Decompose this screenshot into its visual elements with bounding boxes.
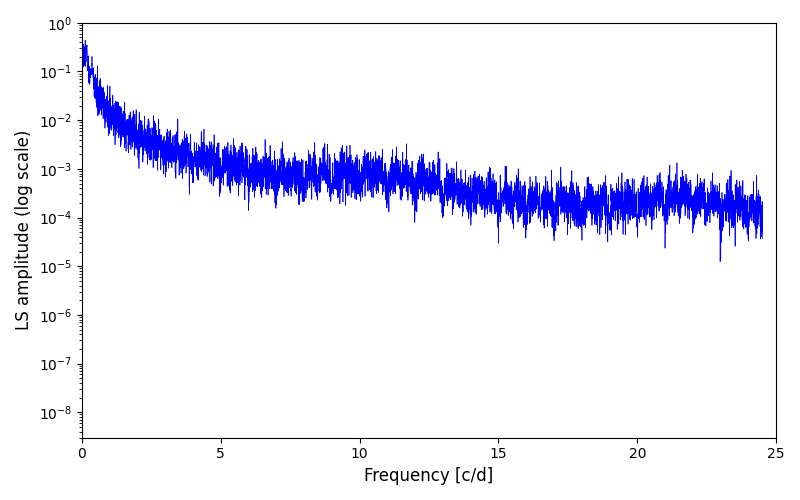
X-axis label: Frequency [c/d]: Frequency [c/d] — [364, 467, 494, 485]
Y-axis label: LS amplitude (log scale): LS amplitude (log scale) — [15, 130, 33, 330]
